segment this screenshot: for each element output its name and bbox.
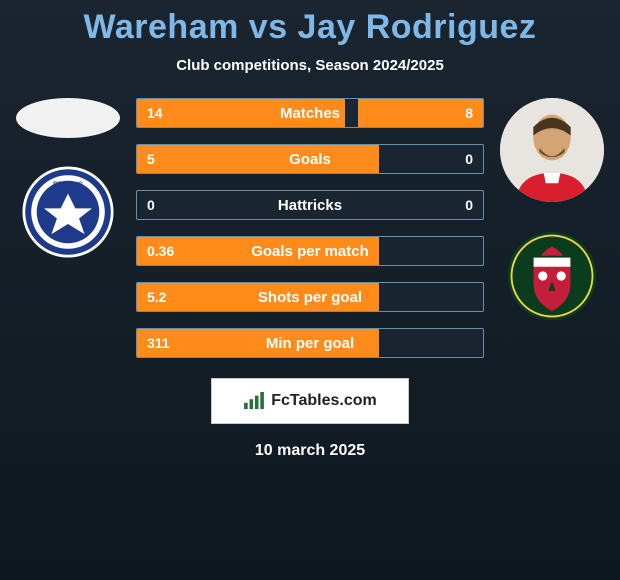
left-player-avatar [16, 98, 120, 138]
watermark-text: FcTables.com [271, 392, 377, 410]
date-text: 10 march 2025 [255, 442, 365, 460]
stat-row: 14Matches8 [136, 98, 484, 128]
stat-label: Matches [137, 105, 483, 122]
stat-row: 311Min per goal [136, 328, 484, 358]
comparison-content: READING 14Matches85Goals00Hattricks00.36… [0, 98, 620, 358]
stat-value-right: 8 [465, 105, 473, 121]
watermark[interactable]: FcTables.com [211, 378, 409, 424]
stat-label: Min per goal [137, 335, 483, 352]
right-player-avatar [500, 98, 604, 202]
svg-text:READING: READING [53, 181, 83, 188]
stat-label: Hattricks [137, 197, 483, 214]
stat-label: Goals [137, 151, 483, 168]
left-club-crest: READING [22, 166, 114, 258]
stat-value-right: 0 [465, 151, 473, 167]
stat-row: 0Hattricks0 [136, 190, 484, 220]
subtitle: Club competitions, Season 2024/2025 [176, 57, 444, 74]
stat-row: 5.2Shots per goal [136, 282, 484, 312]
stat-row: 0.36Goals per match [136, 236, 484, 266]
stat-label: Goals per match [137, 243, 483, 260]
stats-column: 14Matches85Goals00Hattricks00.36Goals pe… [128, 98, 492, 358]
left-player-col: READING [8, 98, 128, 358]
right-club-crest [506, 230, 598, 322]
stat-label: Shots per goal [137, 289, 483, 306]
watermark-icon [243, 392, 265, 410]
stat-value-right: 0 [465, 197, 473, 213]
right-player-col [492, 98, 612, 358]
page-title: Wareham vs Jay Rodriguez [84, 8, 537, 47]
stat-row: 5Goals0 [136, 144, 484, 174]
